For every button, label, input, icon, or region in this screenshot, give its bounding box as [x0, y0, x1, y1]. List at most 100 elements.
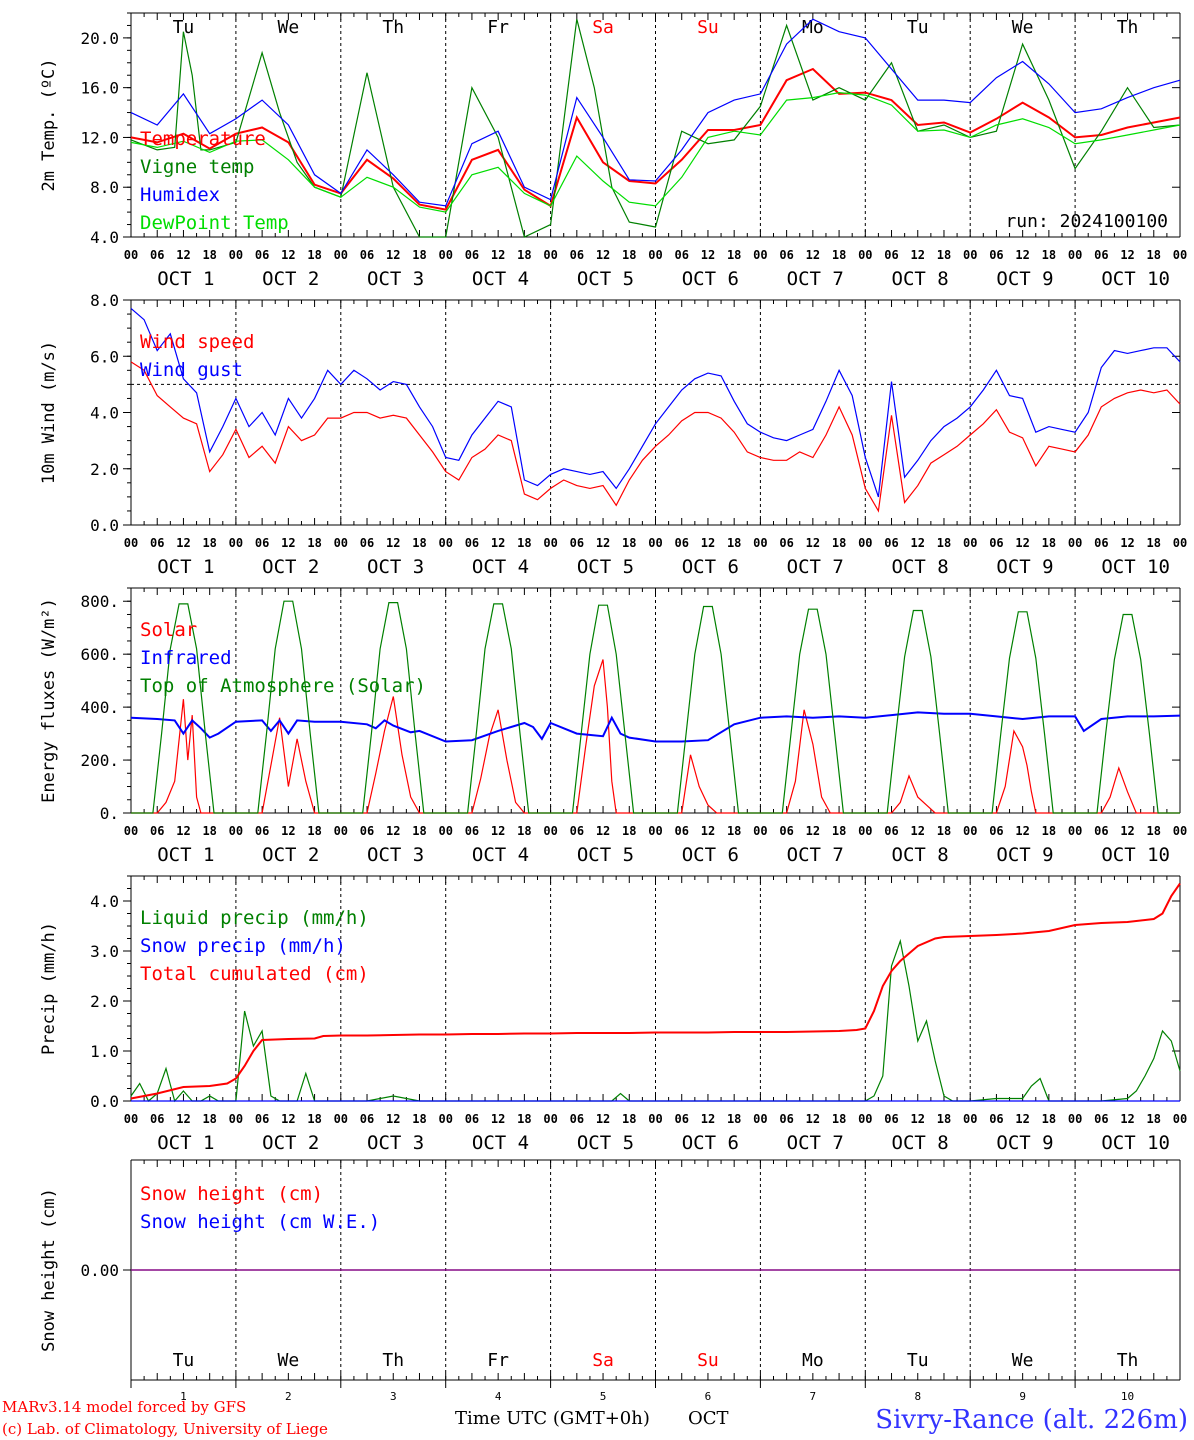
hour-tick-label: 18 [202, 536, 216, 550]
hour-tick-label: 18 [937, 536, 951, 550]
weekday-label: Tu [907, 17, 929, 38]
legend-entry: Snow precip (mm/h) [140, 935, 346, 957]
hour-tick-label: 12 [176, 248, 190, 262]
y-axis-label: Energy fluxes (W/m²) [39, 598, 59, 803]
legend-entry: Snow height (cm) [140, 1183, 323, 1205]
hour-tick-label: 06 [360, 824, 374, 838]
hour-tick-label: 18 [622, 1112, 636, 1126]
date-label: OCT 6 [682, 844, 739, 866]
hour-tick-label: 06 [255, 1112, 269, 1126]
hour-tick-label: 00 [543, 824, 557, 838]
hour-tick-label: 18 [832, 1112, 846, 1126]
hour-tick-label: 00 [963, 1112, 977, 1126]
legend-entry: DewPoint Temp [140, 212, 289, 234]
weekday-label: Tu [907, 1350, 929, 1371]
x-axis-month: OCT [688, 1408, 729, 1429]
hour-tick-label: 18 [307, 1112, 321, 1126]
day-number-label: 6 [705, 1390, 712, 1403]
date-label: OCT 8 [892, 1132, 949, 1154]
hour-tick-label: 06 [465, 824, 479, 838]
hour-tick-label: 12 [1015, 536, 1029, 550]
panel-temp: 4.0 8.0 12.0 16.0 20.0 2m Temp. (ºC) Tu We Th Fr S… [39, 12, 1187, 290]
date-label: OCT 2 [262, 844, 319, 866]
hour-tick-label: 00 [648, 248, 662, 262]
hour-tick-label: 00 [1068, 824, 1082, 838]
day-number-label: 4 [495, 1390, 502, 1403]
hour-tick-label: 12 [911, 536, 925, 550]
hour-tick-label: 06 [360, 1112, 374, 1126]
series-dewpoint-temp [130, 91, 1181, 213]
weekday-label: Mo [802, 1350, 824, 1371]
hour-tick-label: 00 [963, 536, 977, 550]
series-temperature [130, 67, 1181, 211]
weekday-label: Sa [592, 1350, 614, 1371]
y-tick-label: 2.0 [90, 992, 119, 1011]
hour-tick-label: 12 [1015, 248, 1029, 262]
weekday-label: Tu [173, 17, 195, 38]
date-label: OCT 10 [1101, 556, 1170, 578]
date-label: OCT 4 [472, 268, 529, 290]
hour-tick-label: 18 [517, 1112, 531, 1126]
date-label: OCT 9 [996, 268, 1053, 290]
hour-tick-label: 06 [150, 536, 164, 550]
y-tick-label: 1.0 [90, 1042, 119, 1061]
hour-tick-label: 12 [596, 536, 610, 550]
weekday-label: Fr [487, 1350, 509, 1371]
y-tick-label: 8.0 [90, 178, 119, 197]
date-label: OCT 10 [1101, 1132, 1170, 1154]
hour-tick-label: 00 [124, 248, 138, 262]
hour-tick-label: 00 [438, 1112, 452, 1126]
date-label: OCT 5 [577, 1132, 634, 1154]
hour-tick-label: 00 [1173, 536, 1187, 550]
hour-tick-label: 12 [176, 824, 190, 838]
date-label: OCT 10 [1101, 268, 1170, 290]
date-label: OCT 9 [996, 556, 1053, 578]
y-tick-label: 20.0 [80, 29, 119, 48]
y-tick-label: 4.0 [90, 892, 119, 911]
date-label: OCT 2 [262, 556, 319, 578]
weekday-label: Th [1117, 1350, 1139, 1371]
hour-tick-label: 06 [1094, 1112, 1108, 1126]
date-label: OCT 10 [1101, 844, 1170, 866]
day-number-label: 10 [1121, 1390, 1134, 1403]
hour-tick-label: 12 [281, 1112, 295, 1126]
hour-tick-label: 12 [701, 1112, 715, 1126]
hour-tick-label: 18 [307, 824, 321, 838]
date-label: OCT 1 [157, 1132, 214, 1154]
date-label: OCT 1 [157, 268, 214, 290]
y-tick-label: 4.0 [90, 404, 119, 423]
hour-tick-label: 00 [858, 248, 872, 262]
hour-tick-label: 00 [543, 1112, 557, 1126]
date-label: OCT 6 [682, 268, 739, 290]
date-label: OCT 5 [577, 556, 634, 578]
hour-tick-label: 06 [360, 248, 374, 262]
hour-tick-label: 18 [412, 536, 426, 550]
hour-tick-label: 00 [753, 248, 767, 262]
date-label: OCT 3 [367, 268, 424, 290]
panel-wind: 0.0 2.0 4.0 6.0 8.0 10m Wind (m/s) 00 06 12 18 OCT… [39, 291, 1187, 578]
hour-tick-label: 12 [386, 824, 400, 838]
hour-tick-label: 00 [334, 824, 348, 838]
weekday-label: Fr [487, 17, 509, 38]
hour-tick-label: 00 [334, 248, 348, 262]
day-number-label: 3 [390, 1390, 397, 1403]
day-number-label: 5 [600, 1390, 607, 1403]
hour-tick-label: 00 [438, 248, 452, 262]
date-label: OCT 2 [262, 1132, 319, 1154]
series-solar [131, 659, 1180, 814]
hour-tick-label: 06 [674, 824, 688, 838]
y-axis-label: Precip (mm/h) [39, 922, 59, 1055]
hour-tick-label: 12 [911, 824, 925, 838]
hour-tick-label: 00 [963, 248, 977, 262]
hour-tick-label: 18 [1147, 248, 1161, 262]
legend-entry: Wind gust [140, 359, 243, 381]
hour-tick-label: 18 [412, 1112, 426, 1126]
y-tick-label: 400. [80, 698, 119, 717]
hour-tick-label: 06 [150, 824, 164, 838]
hour-tick-label: 12 [491, 1112, 505, 1126]
model-credit: MARv3.14 model forced by GFS [2, 1398, 246, 1416]
weekday-label: We [278, 17, 300, 38]
hour-tick-label: 12 [701, 536, 715, 550]
hour-tick-label: 00 [229, 1112, 243, 1126]
hour-tick-label: 12 [386, 1112, 400, 1126]
